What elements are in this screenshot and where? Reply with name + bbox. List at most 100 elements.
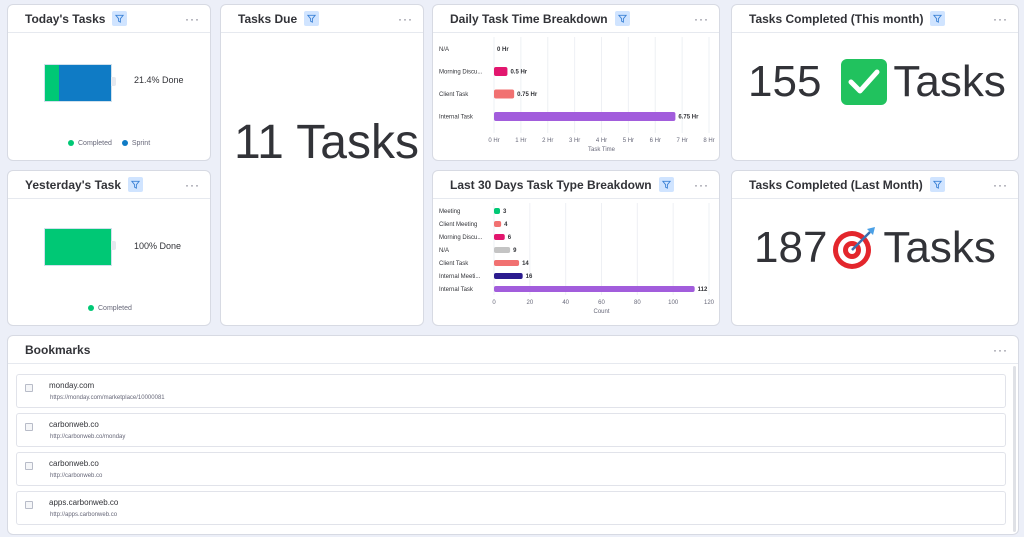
tasks-due-value: 11 Tasks [234, 116, 419, 169]
last-30-days-widget: Last 30 Days Task Type Breakdown ··· 0 20… [432, 170, 720, 326]
more-options-icon[interactable]: ··· [993, 342, 1008, 357]
legend-item-sprint: Sprint [121, 140, 150, 147]
daily-task-time-widget: Daily Task Time Breakdown ··· 0 Hr 1 Hr 2 … [432, 4, 720, 161]
category-label: Client Meeting [439, 222, 477, 228]
chart-legend: Completed Sprint [68, 140, 150, 147]
data-label: 9 [513, 248, 517, 254]
bar [494, 234, 505, 240]
data-label: 6.75 Hr [678, 115, 699, 121]
completed-count-row: 187 Tasks [754, 223, 996, 273]
x-tick-label: 40 [562, 300, 569, 306]
x-tick-label: 60 [598, 300, 605, 306]
filter-button[interactable] [614, 11, 630, 26]
x-axis-label: Count [593, 309, 609, 315]
widget-header: Daily Task Time Breakdown ··· [433, 5, 719, 33]
todays-tasks-widget: Today's Tasks ··· 21.4% Done Completed S… [7, 4, 211, 161]
scrollbar[interactable] [1013, 366, 1016, 532]
completed-count: 187 [754, 223, 828, 272]
category-label: N/A [439, 47, 449, 53]
more-options-icon[interactable]: ··· [398, 11, 413, 26]
filter-button[interactable] [929, 177, 945, 192]
tasks-completed-last-month-widget: Tasks Completed (Last Month) ··· 187 Tas… [731, 170, 1019, 326]
completed-unit: Tasks [893, 57, 1006, 106]
bookmark-title[interactable]: carbonweb.co [49, 459, 99, 468]
filter-button[interactable] [658, 177, 674, 192]
more-options-icon[interactable]: ··· [694, 11, 709, 26]
tasks-completed-this-month-widget: Tasks Completed (This month) ··· 155 Tas… [731, 4, 1019, 161]
category-label: N/A [439, 248, 449, 254]
completed-count-row: 155 Tasks [748, 57, 1006, 107]
data-label: 0.75 Hr [517, 92, 538, 98]
category-label: Meeting [439, 209, 460, 215]
filter-button[interactable] [128, 177, 144, 192]
widget-title: Tasks Completed (This month) [749, 11, 924, 26]
more-options-icon[interactable]: ··· [185, 11, 200, 26]
x-tick-label: 3 Hr [569, 138, 580, 144]
progress-completed-segment [45, 65, 60, 101]
data-label: 4 [504, 222, 508, 228]
filter-icon [115, 14, 125, 23]
bookmark-title[interactable]: carbonweb.co [49, 420, 99, 429]
bar [494, 112, 676, 121]
widget-header: Tasks Completed (This month) ··· [732, 5, 1018, 33]
bookmark-url[interactable]: http://carbonweb.co [50, 473, 103, 479]
tasks-due-widget: Tasks Due ··· 11 Tasks [220, 4, 424, 326]
x-tick-label: 1 Hr [515, 138, 526, 144]
bar [494, 67, 508, 76]
done-label: 100% Done [134, 241, 182, 251]
broken-image-icon [25, 384, 33, 392]
category-label: Client Task [439, 261, 469, 267]
progress-sprint-segment [59, 65, 111, 101]
widget-title: Tasks Due [238, 11, 298, 26]
x-tick-label: 0 Hr [488, 138, 499, 144]
x-tick-label: 7 Hr [676, 138, 687, 144]
bullseye-target-icon [833, 227, 876, 269]
bookmark-item[interactable]: monday.com https://monday.com/marketplace… [16, 374, 1006, 408]
chart-legend: Completed [88, 305, 132, 312]
filter-button[interactable] [112, 11, 128, 26]
legend-item-completed: Completed [88, 305, 132, 312]
broken-image-icon [25, 423, 33, 431]
widget-header: Last 30 Days Task Type Breakdown ··· [433, 171, 719, 199]
last-30-days-chart: 0 20 40 60 80 100 120 Meeting 3 Client Meeting 4 Mo… [439, 203, 715, 315]
x-tick-label: 5 Hr [623, 138, 634, 144]
widget-header: Yesterday's Task ··· [8, 171, 210, 199]
progress-track-end [111, 241, 116, 250]
done-label: 21.4% Done [134, 75, 184, 85]
bar [494, 260, 520, 266]
filter-button[interactable] [304, 11, 320, 26]
category-label: Morning Discu... [439, 235, 483, 241]
more-options-icon[interactable]: ··· [185, 177, 200, 192]
bookmark-url[interactable]: http://apps.carbonweb.co [50, 512, 118, 518]
bookmark-title[interactable]: monday.com [49, 381, 95, 390]
widget-title: Yesterday's Task [25, 177, 122, 192]
data-label: 0.5 Hr [510, 70, 527, 76]
broken-image-icon [25, 501, 33, 509]
category-label: Morning Discu... [439, 70, 483, 76]
x-tick-label: 4 Hr [596, 138, 607, 144]
bookmark-url[interactable]: http://carbonweb.co/monday [50, 434, 126, 440]
widget-title: Daily Task Time Breakdown [450, 11, 608, 26]
more-options-icon[interactable]: ··· [694, 177, 709, 192]
bookmark-item[interactable]: carbonweb.co http://carbonweb.co/monday [16, 413, 1006, 447]
x-tick-label: 120 [704, 300, 715, 306]
filter-icon [617, 14, 627, 23]
bar [494, 221, 502, 227]
bookmark-item[interactable]: apps.carbonweb.co http://apps.carbonweb.c… [16, 491, 1006, 525]
filter-button[interactable] [930, 11, 946, 26]
bookmark-url[interactable]: https://monday.com/marketplace/10000081 [50, 395, 165, 401]
data-label: 3 [503, 209, 507, 215]
widget-header: Today's Tasks ··· [8, 5, 210, 33]
more-options-icon[interactable]: ··· [993, 11, 1008, 26]
widget-header: Tasks Due ··· [221, 5, 423, 33]
more-options-icon[interactable]: ··· [993, 177, 1008, 192]
data-label: 6 [508, 235, 512, 241]
category-label: Internal Task [439, 115, 474, 121]
category-label: Internal Meeti... [439, 274, 481, 280]
filter-icon [307, 14, 317, 23]
bookmark-item[interactable]: carbonweb.co http://carbonweb.co [16, 452, 1006, 486]
category-label: Client Task [439, 92, 469, 98]
filter-icon [131, 180, 141, 189]
bar [494, 208, 500, 214]
bookmark-title[interactable]: apps.carbonweb.co [49, 498, 119, 507]
